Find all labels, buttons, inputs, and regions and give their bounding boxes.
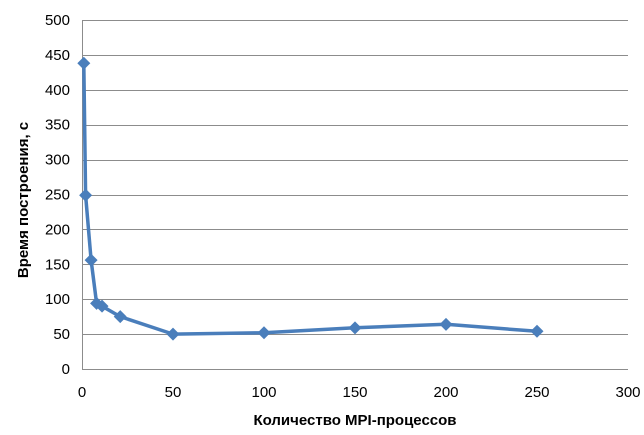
- series: [77, 56, 544, 341]
- y-tick-label: 300: [45, 152, 70, 169]
- y-tick-label: 100: [45, 291, 70, 308]
- y-tick-label: 250: [45, 187, 70, 204]
- data-point-marker: [439, 317, 453, 331]
- y-tick-label: 200: [45, 221, 70, 238]
- y-tick-label: 350: [45, 117, 70, 134]
- data-point-marker: [79, 188, 93, 202]
- y-tick-label: 450: [45, 47, 70, 64]
- x-tick-label: 250: [524, 384, 549, 401]
- gridlines: [82, 20, 628, 335]
- x-tick-label: 300: [615, 384, 640, 401]
- data-point-marker: [348, 321, 362, 335]
- x-tick-label: 200: [433, 384, 458, 401]
- data-point-marker: [77, 56, 91, 70]
- y-tick-labels: 0 50 100 150 200 250 300 350 400 450 500: [45, 12, 70, 378]
- data-point-marker: [166, 327, 180, 341]
- y-axis-title: Время построения, с: [15, 122, 32, 278]
- data-point-marker: [257, 326, 271, 340]
- data-point-marker: [95, 299, 109, 313]
- x-tick-label: 150: [342, 384, 367, 401]
- data-point-marker: [113, 310, 127, 324]
- y-tick-label: 50: [53, 326, 70, 343]
- data-point-marker: [84, 253, 98, 267]
- y-tick-label: 150: [45, 256, 70, 273]
- y-tick-label: 500: [45, 12, 70, 29]
- y-tick-label: 0: [62, 361, 70, 378]
- x-tick-label: 100: [251, 384, 276, 401]
- x-axis-title: Количество MPI-процессов: [253, 412, 456, 429]
- x-tick-label: 0: [78, 384, 86, 401]
- y-tick-label: 400: [45, 82, 70, 99]
- x-tick-labels: 0 50 100 150 200 250 300: [78, 384, 641, 401]
- x-tick-label: 50: [165, 384, 182, 401]
- data-point-marker: [530, 324, 544, 338]
